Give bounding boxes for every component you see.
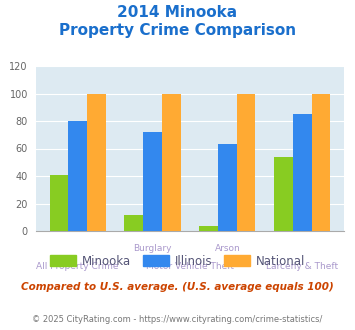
Text: Property Crime Comparison: Property Crime Comparison bbox=[59, 23, 296, 38]
Bar bbox=[312, 93, 330, 231]
Text: 2014 Minooka: 2014 Minooka bbox=[118, 5, 237, 20]
Text: Arson: Arson bbox=[214, 244, 240, 253]
Text: All Property Crime: All Property Crime bbox=[36, 262, 119, 271]
Bar bbox=[124, 214, 143, 231]
Text: Burglary: Burglary bbox=[133, 244, 172, 253]
Bar bbox=[199, 225, 218, 231]
Bar bbox=[143, 132, 162, 231]
Legend: Minooka, Illinois, National: Minooka, Illinois, National bbox=[45, 250, 310, 273]
Bar bbox=[237, 93, 256, 231]
Text: © 2025 CityRating.com - https://www.cityrating.com/crime-statistics/: © 2025 CityRating.com - https://www.city… bbox=[32, 315, 323, 324]
Bar bbox=[218, 145, 237, 231]
Bar bbox=[50, 175, 68, 231]
Text: Motor Vehicle Theft: Motor Vehicle Theft bbox=[146, 262, 234, 271]
Text: Compared to U.S. average. (U.S. average equals 100): Compared to U.S. average. (U.S. average … bbox=[21, 282, 334, 292]
Text: Larceny & Theft: Larceny & Theft bbox=[266, 262, 338, 271]
Bar bbox=[274, 157, 293, 231]
Bar bbox=[87, 93, 106, 231]
Bar bbox=[68, 121, 87, 231]
Bar bbox=[162, 93, 181, 231]
Bar bbox=[293, 114, 312, 231]
